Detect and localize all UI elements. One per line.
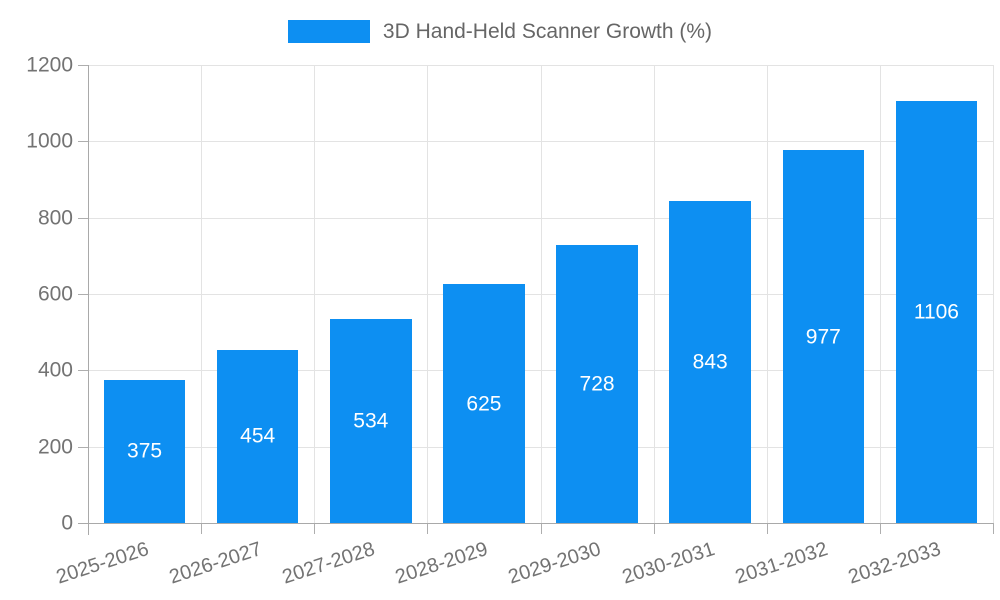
y-axis-tick-label: 0: [61, 511, 73, 535]
chart-legend: 3D Hand-Held Scanner Growth (%): [0, 14, 1000, 48]
bar-value-label: 534: [353, 409, 389, 433]
x-axis-tick: [540, 523, 542, 534]
y-axis-tick-label: 1000: [26, 129, 73, 153]
bar-value-label: 375: [127, 439, 163, 463]
x-gridline: [427, 65, 429, 523]
y-axis-tick: [78, 141, 88, 143]
x-axis-tick-label: 2026-2027: [166, 538, 265, 589]
y-axis-tick: [78, 65, 88, 66]
legend-label: 3D Hand-Held Scanner Growth (%): [382, 19, 713, 43]
bar-value-label: 977: [805, 325, 841, 349]
x-axis-tick-label: 2032-2033: [845, 538, 944, 589]
x-axis-tick: [879, 523, 881, 534]
plot-area: 0 200 400 600 800 1000 1200 375 454 534 625 728 843 9…: [26, 55, 994, 588]
x-axis-tick-label: 2028-2029: [392, 538, 491, 589]
x-gridline: [993, 65, 994, 523]
y-axis-tick-label: 600: [37, 282, 73, 306]
bar-value-label: 625: [466, 392, 502, 416]
legend-item-scanner-growth[interactable]: 3D Hand-Held Scanner Growth (%): [287, 19, 713, 43]
bar-2032-2033[interactable]: 1106: [895, 100, 978, 523]
y-axis-tick: [78, 370, 88, 372]
bar-2026-2027[interactable]: 454: [216, 349, 299, 523]
bar-2031-2032[interactable]: 977: [782, 150, 865, 523]
x-axis-tick-label: 2027-2028: [279, 538, 378, 589]
y-axis-tick-label: 1200: [26, 53, 73, 77]
x-gridline: [879, 65, 881, 523]
x-axis-tick: [427, 523, 429, 534]
bar-value-label: 454: [240, 424, 276, 448]
bar-value-label: 1106: [913, 300, 959, 324]
y-axis-tick: [78, 294, 88, 295]
bar-value-label: 728: [579, 372, 615, 396]
y-axis-tick: [78, 446, 88, 448]
x-axis-tick-label: 2031-2032: [732, 538, 831, 589]
x-axis-line: [78, 523, 993, 524]
x-gridline: [540, 65, 542, 523]
x-axis-tick: [314, 523, 316, 534]
y-axis-line: [88, 65, 89, 535]
y-axis-tick: [78, 217, 88, 219]
x-axis-tick-label: 2030-2031: [619, 538, 717, 589]
x-gridline: [314, 65, 316, 523]
y-axis-tick-label: 200: [37, 435, 73, 459]
y-axis-tick-label: 800: [37, 206, 73, 230]
x-gridline: [653, 65, 655, 523]
bar-2027-2028[interactable]: 534: [330, 319, 412, 523]
x-gridline: [201, 65, 203, 523]
bar-2025-2026[interactable]: 375: [103, 379, 186, 523]
legend-color-swatch: [287, 19, 370, 43]
x-gridline: [766, 65, 768, 523]
bar-2029-2030[interactable]: 728: [556, 245, 638, 523]
y-axis-tick-label: 400: [37, 358, 73, 382]
x-axis-tick: [993, 523, 994, 534]
bar-value-label: 843: [692, 350, 728, 374]
x-axis-tick: [653, 523, 655, 534]
x-axis-tick: [766, 523, 768, 534]
x-axis-tick-label: 2025-2026: [53, 538, 152, 589]
bar-2028-2029[interactable]: 625: [443, 284, 525, 523]
x-axis-tick-label: 2029-2030: [506, 538, 604, 589]
bar-2030-2031[interactable]: 843: [669, 201, 751, 523]
x-axis-tick: [201, 523, 203, 534]
